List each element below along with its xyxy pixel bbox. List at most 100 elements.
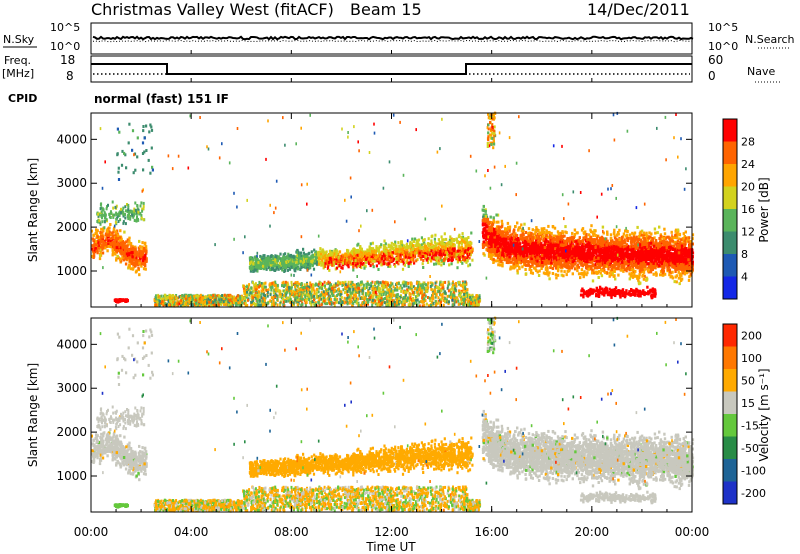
power-cell xyxy=(205,295,208,299)
power-cell xyxy=(199,293,202,297)
power-cell xyxy=(356,283,359,287)
power-cell xyxy=(262,292,265,296)
power-cell xyxy=(189,296,192,299)
power-cell xyxy=(274,284,277,288)
power-cell xyxy=(290,285,293,289)
power-cell xyxy=(328,287,331,291)
power-cell xyxy=(141,209,144,213)
power-cell xyxy=(155,299,157,303)
power-cell xyxy=(140,201,143,205)
power-cell xyxy=(319,247,322,251)
power-cell xyxy=(249,289,252,293)
power-cell xyxy=(449,295,452,299)
power-cell xyxy=(348,298,351,302)
power-cell xyxy=(453,255,456,259)
power-cell xyxy=(383,301,386,305)
power-cell xyxy=(333,301,336,305)
power-cell xyxy=(166,302,169,306)
power-cell xyxy=(320,259,324,263)
power-cell xyxy=(190,296,193,300)
power-cell xyxy=(264,263,268,267)
power-cell xyxy=(245,295,248,299)
power-cell xyxy=(312,254,315,258)
power-cell xyxy=(445,237,448,241)
power-cell xyxy=(156,300,159,304)
power-cell xyxy=(138,273,141,277)
power-cell xyxy=(315,260,318,264)
power-cell xyxy=(189,293,192,297)
power-cell xyxy=(142,218,145,222)
power-cell xyxy=(400,259,404,263)
power-cell xyxy=(296,289,299,293)
power-cell xyxy=(133,261,136,265)
power-cell xyxy=(243,302,246,305)
power-cell xyxy=(176,302,179,306)
power-cell xyxy=(276,297,279,301)
power-cell xyxy=(307,267,310,271)
power-cell xyxy=(361,301,364,304)
power-cell xyxy=(421,286,424,290)
power-cell xyxy=(360,247,363,251)
power-cell xyxy=(258,281,261,284)
power-cell xyxy=(425,286,428,290)
power-cell xyxy=(361,251,364,255)
power-cell xyxy=(458,248,461,252)
power-cell xyxy=(339,297,342,301)
power-cell xyxy=(128,263,131,267)
power-cell xyxy=(320,297,323,301)
power-cell xyxy=(430,259,433,263)
power-cell xyxy=(125,252,129,256)
power-cell xyxy=(467,247,470,250)
power-cell xyxy=(436,285,439,289)
power-cell xyxy=(378,286,381,290)
power-cell xyxy=(101,216,103,220)
power-cell xyxy=(101,247,104,251)
power-cell xyxy=(458,246,461,250)
power-cell xyxy=(122,254,126,258)
power-cell xyxy=(355,265,358,269)
power-cell xyxy=(376,287,379,291)
power-cell xyxy=(462,247,465,251)
power-cell xyxy=(315,294,318,298)
power-cell xyxy=(340,290,343,294)
power-cell xyxy=(311,259,314,263)
power-cell xyxy=(349,254,352,258)
power-cell xyxy=(315,293,318,297)
power-cell xyxy=(119,249,122,252)
power-cell xyxy=(143,261,147,265)
power-cell xyxy=(472,302,475,306)
power-cell xyxy=(313,289,316,293)
power-cell xyxy=(247,298,249,302)
power-cell xyxy=(145,259,148,263)
power-cell xyxy=(120,252,124,256)
power-cell xyxy=(320,255,323,259)
power-cell xyxy=(352,247,355,251)
power-cell xyxy=(423,297,426,301)
power-cell xyxy=(446,294,449,298)
power-cell xyxy=(417,247,421,251)
power-cell xyxy=(428,244,431,248)
power-cell xyxy=(360,289,363,293)
power-cell xyxy=(387,294,390,298)
power-cell xyxy=(133,219,136,222)
power-cell xyxy=(371,241,374,245)
power-cell xyxy=(113,246,116,250)
power-cell xyxy=(115,237,118,241)
power-cell xyxy=(389,249,392,253)
power-cell xyxy=(467,264,470,268)
power-cell xyxy=(267,288,270,292)
power-cell xyxy=(228,299,231,302)
power-cell xyxy=(405,248,408,252)
power-cell xyxy=(293,282,296,286)
power-cell xyxy=(321,248,324,252)
power-cell xyxy=(204,296,207,300)
power-cell xyxy=(460,235,463,239)
power-cell xyxy=(222,298,225,301)
power-cell xyxy=(212,301,215,304)
power-cell xyxy=(108,230,111,234)
power-cell xyxy=(435,251,438,255)
power-cell xyxy=(289,297,292,301)
power-cell xyxy=(396,298,399,301)
beam-label: Beam 15 xyxy=(350,0,422,19)
power-cell xyxy=(351,290,354,294)
